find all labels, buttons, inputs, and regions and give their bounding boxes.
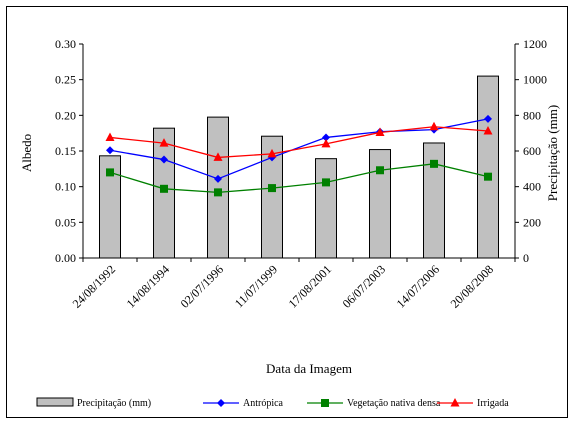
y-right-tick-label: 200 <box>523 215 541 229</box>
series-point-1 <box>160 184 168 193</box>
series-point-2 <box>321 138 331 148</box>
y-left-tick-label: 0.30 <box>55 37 76 51</box>
legend-label-2: Irrigada <box>477 398 509 409</box>
x-tick-label: 24/08/1992 <box>70 262 119 311</box>
y-left-tick-label: 0.20 <box>55 108 76 122</box>
x-tick-label: 17/08/2001 <box>286 262 335 311</box>
x-tick-label: 11/07/1999 <box>232 262 280 310</box>
y-axis-right-title: Precipitação (mm) <box>545 105 560 201</box>
series-point-0 <box>322 133 330 142</box>
bar-precipitacao <box>207 116 229 259</box>
series-point-0 <box>214 174 222 183</box>
series-point-2 <box>159 138 169 147</box>
series-point-0 <box>160 155 168 164</box>
series-point-2 <box>213 152 223 161</box>
series-point-2 <box>429 121 439 131</box>
series-point-1 <box>376 166 384 175</box>
series-point-1 <box>430 159 438 168</box>
legend-label-0: Antrópica <box>243 398 284 409</box>
series-line-2 <box>109 126 489 159</box>
bar-precipitacao <box>477 75 499 259</box>
y-left-tick-label: 0.05 <box>55 215 76 229</box>
combo-chart: 0.00 0.05 0.10 0.15 0.20 0.25 0.30 0 200 400 600 80… <box>19 37 560 409</box>
legend-label-1: Vegetação nativa densa <box>347 398 441 409</box>
x-tick-label: 06/07/2003 <box>340 262 389 311</box>
series-point-2 <box>375 127 385 136</box>
legend-marker-0 <box>217 399 225 407</box>
series-line-0 <box>109 118 489 180</box>
y-left-tick-label: 0.15 <box>55 144 76 158</box>
y-right-tick-label: 400 <box>523 180 541 194</box>
y-left-tick-label: 0.25 <box>55 73 76 87</box>
series-line-1 <box>109 163 489 194</box>
series-point-2 <box>267 148 277 158</box>
series-point-2 <box>483 126 493 135</box>
series-point-0 <box>106 146 114 155</box>
series-point-1 <box>322 178 330 187</box>
bar-precipitacao <box>153 127 175 259</box>
y-axis-left-title: Albedo <box>19 134 34 172</box>
series-point-1 <box>106 168 114 177</box>
series-point-2 <box>105 132 115 141</box>
y-right-tick-label: 0 <box>523 251 529 265</box>
x-tick-label: 14/08/1994 <box>124 262 173 311</box>
chart-frame: 0.00 0.05 0.10 0.15 0.20 0.25 0.30 0 200 400 600 80… <box>6 6 568 418</box>
series-point-1 <box>214 188 222 197</box>
x-tick-label: 20/08/2008 <box>448 262 497 311</box>
y-left-tick-label: 0.00 <box>55 251 76 265</box>
x-tick-label: 02/07/1996 <box>178 262 227 311</box>
legend-swatch-precipitacao <box>36 397 74 407</box>
y-right-tick-label: 600 <box>523 144 541 158</box>
x-axis-title: Data da Imagem <box>266 361 352 376</box>
bar-precipitacao <box>315 158 337 259</box>
legend-marker-1 <box>321 399 329 407</box>
legend: Precipitação (mm) Antrópica Vegetação nati… <box>36 397 509 409</box>
series-point-1 <box>484 172 492 181</box>
series-point-0 <box>484 114 492 123</box>
y-right-tick-label: 1000 <box>523 73 547 87</box>
legend-marker-2 <box>450 398 460 407</box>
series-point-1 <box>268 184 276 193</box>
y-right-tick-label: 800 <box>523 108 541 122</box>
y-right-tick-label: 1200 <box>523 37 547 51</box>
y-left-tick-label: 0.10 <box>55 180 76 194</box>
bar-precipitacao <box>369 149 391 259</box>
x-tick-label: 14/07/2006 <box>394 262 443 311</box>
legend-label-precipitacao: Precipitação (mm) <box>77 398 151 409</box>
